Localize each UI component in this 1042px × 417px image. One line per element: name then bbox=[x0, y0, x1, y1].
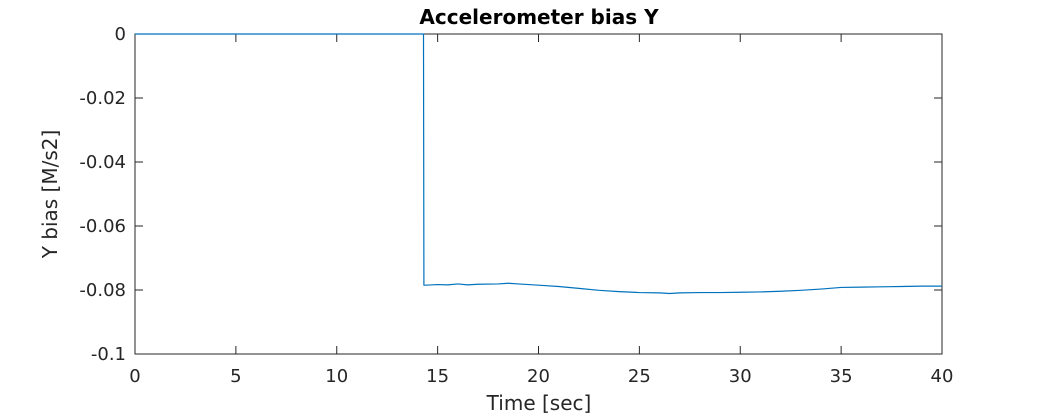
y-axis-ticks: 0 -0.02 -0.04 -0.06 -0.08 -0.1 bbox=[79, 24, 942, 365]
x-tick-label: 35 bbox=[830, 366, 853, 387]
x-tick-label: 5 bbox=[230, 366, 241, 387]
y-tick-label: -0.06 bbox=[79, 216, 126, 237]
series-line-0 bbox=[135, 33, 942, 295]
x-tick-label: 30 bbox=[729, 366, 752, 387]
y-tick-label: 0 bbox=[115, 24, 126, 45]
y-tick-label: -0.1 bbox=[91, 344, 126, 365]
y-axis-label: Y bias [M/s2] bbox=[38, 130, 62, 260]
x-tick-label: 15 bbox=[426, 366, 449, 387]
y-tick-label: -0.04 bbox=[79, 152, 126, 173]
x-tick-label: 25 bbox=[628, 366, 651, 387]
x-tick-label: 0 bbox=[129, 366, 140, 387]
chart-title: Accelerometer bias Y bbox=[419, 5, 659, 29]
x-tick-label: 10 bbox=[325, 366, 348, 387]
x-axis-label: Time [sec] bbox=[486, 391, 592, 415]
plot-area bbox=[134, 33, 943, 355]
y-tick-label: -0.02 bbox=[79, 88, 126, 109]
x-axis-ticks: 0 5 10 15 20 25 30 35 40 bbox=[129, 34, 953, 387]
x-tick-label: 40 bbox=[931, 366, 954, 387]
x-tick-label: 20 bbox=[527, 366, 550, 387]
y-tick-label: -0.08 bbox=[79, 280, 126, 301]
series-layer bbox=[135, 33, 942, 295]
